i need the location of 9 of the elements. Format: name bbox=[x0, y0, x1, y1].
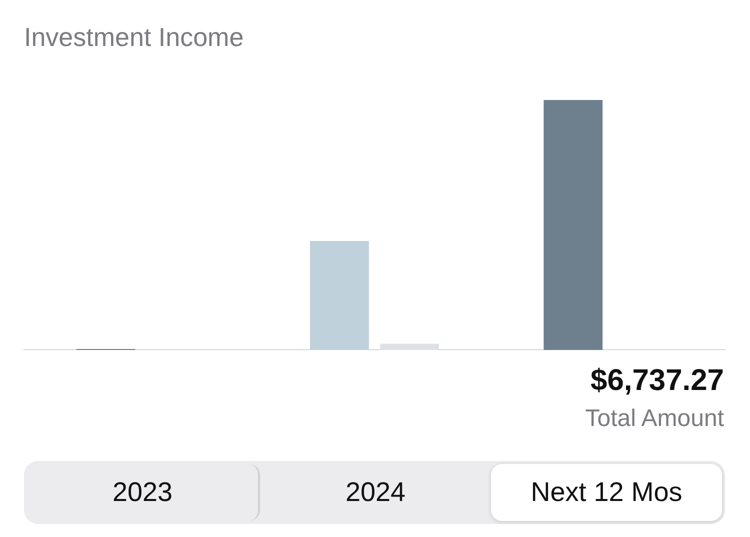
bar bbox=[310, 241, 369, 350]
x-tick-label: Next 12 Mos bbox=[491, 464, 722, 521]
bar bbox=[380, 344, 439, 350]
x-tick-label: 2024 bbox=[344, 476, 407, 509]
text: Total Amount bbox=[585, 405, 724, 433]
bar bbox=[544, 100, 603, 350]
x-tick-label: 2023 bbox=[27, 464, 260, 521]
text: $6,737.27 bbox=[590, 364, 724, 398]
chart-title: Investment Income bbox=[24, 22, 244, 53]
